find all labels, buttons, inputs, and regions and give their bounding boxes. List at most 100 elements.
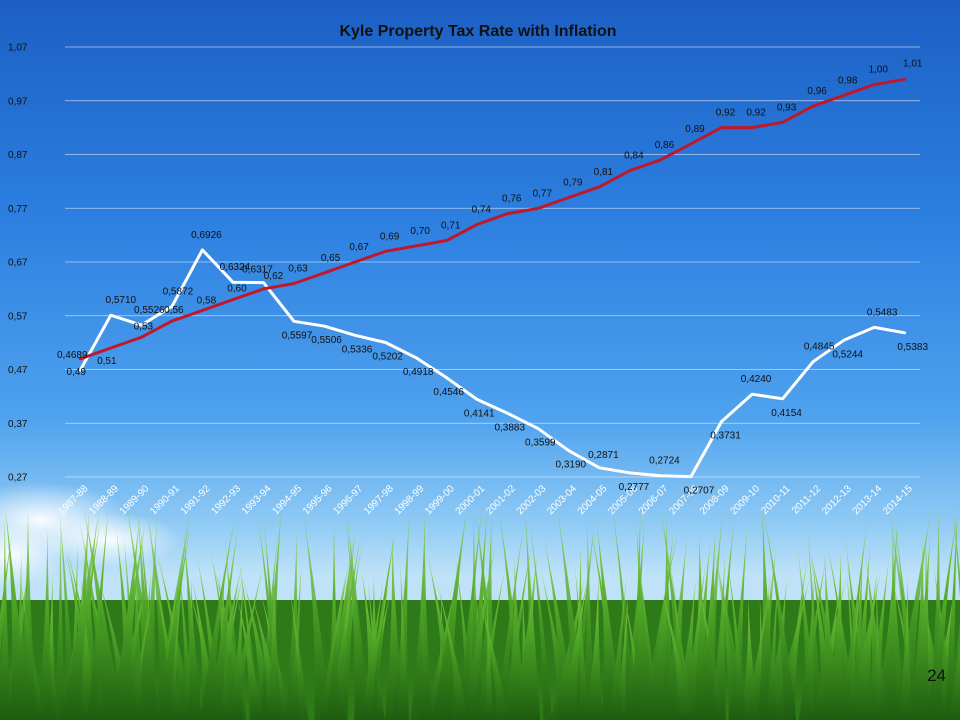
grass-blade <box>397 564 410 720</box>
data-point <box>414 356 418 359</box>
data-point <box>323 271 326 274</box>
data-label: 1,01 <box>903 58 923 69</box>
data-point <box>323 324 326 328</box>
data-point <box>872 83 876 86</box>
grass-blade <box>0 534 12 664</box>
grass-blade <box>109 522 146 720</box>
x-tick-label: 1992-93 <box>209 483 243 517</box>
data-point <box>262 287 265 291</box>
grass-blade <box>152 566 182 720</box>
data-point <box>109 346 113 350</box>
grass-blade <box>585 576 603 720</box>
data-label: 0,65 <box>321 253 341 264</box>
grass-blade <box>583 516 595 720</box>
data-point <box>201 309 204 312</box>
data-point <box>903 331 906 334</box>
grass-blade <box>290 592 309 720</box>
grass-blade <box>944 505 958 720</box>
data-label: 0,71 <box>441 221 461 232</box>
data-point <box>689 475 693 478</box>
x-tick-label: 2013-14 <box>851 483 885 517</box>
data-label: 0,98 <box>838 75 858 86</box>
data-point <box>109 314 113 317</box>
grass <box>0 505 960 720</box>
data-label: 0,89 <box>685 124 705 135</box>
data-point <box>628 169 632 172</box>
data-label: 0,69 <box>380 231 400 242</box>
grass-blade <box>808 546 845 720</box>
grass-blade <box>878 516 898 720</box>
grass-blade <box>5 507 32 720</box>
y-tick-label: 0,77 <box>8 204 28 215</box>
data-label: 0,5202 <box>372 352 403 363</box>
data-label: 0,2777 <box>619 482 650 493</box>
x-tick-label: 2002-03 <box>515 483 549 517</box>
grass-blade <box>512 557 537 720</box>
y-axis: 0,27 0,37 0,47 0,57 0,67 0,77 0,87 0,97 1,07 <box>8 43 28 484</box>
x-tick-label: 1989-90 <box>118 483 152 517</box>
y-tick-label: 0,97 <box>8 96 28 107</box>
data-point <box>689 142 693 145</box>
data-point <box>659 474 662 477</box>
grass-blade <box>608 575 627 720</box>
grass-blade <box>410 512 433 720</box>
data-point <box>567 196 571 199</box>
data-label: 0,86 <box>655 140 675 151</box>
data-label-layer: 0,46890,57100,55260,58720,69260,63240,63… <box>57 58 928 496</box>
grass-blade <box>727 561 748 720</box>
data-label: 0,5597 <box>282 330 313 341</box>
data-label: 0,5336 <box>342 344 373 355</box>
data-label: 0,3190 <box>556 460 587 471</box>
data-label: 0,77 <box>533 188 553 199</box>
data-point <box>445 239 448 242</box>
data-label: 0,2724 <box>649 456 680 467</box>
y-tick-label: 1,07 <box>8 43 28 54</box>
grass-blade <box>228 566 264 720</box>
data-point <box>537 207 540 210</box>
series-red-line <box>78 77 907 361</box>
data-point <box>903 78 906 81</box>
data-label: 0,6317 <box>242 265 273 276</box>
grass-blade <box>466 507 488 720</box>
grass-blade <box>303 514 332 720</box>
data-point <box>201 248 204 252</box>
data-label: 1,00 <box>868 65 888 76</box>
x-tick-label: 2009-10 <box>728 483 762 517</box>
data-label: 0,5244 <box>832 349 863 360</box>
grass-blade <box>765 574 779 720</box>
data-label: 0,2871 <box>588 450 619 461</box>
data-label: 0,67 <box>349 242 369 253</box>
grass-blade <box>856 568 878 720</box>
data-point <box>170 319 174 323</box>
x-tick-label: 1993-94 <box>240 483 274 517</box>
grass-blade <box>319 571 347 720</box>
data-label: 0,4546 <box>433 387 464 398</box>
data-point <box>750 126 754 129</box>
data-label: 0,4845 <box>804 342 835 353</box>
y-tick-label: 0,57 <box>8 311 28 322</box>
data-point <box>842 339 845 342</box>
grass-blade <box>827 550 847 720</box>
grass-blade <box>345 519 368 720</box>
grass-blade <box>199 516 236 720</box>
data-label: 0,63 <box>288 264 308 275</box>
data-point <box>872 326 876 329</box>
data-point <box>598 466 601 470</box>
data-point <box>79 357 82 360</box>
data-point <box>567 449 571 452</box>
grass-blade <box>38 529 54 720</box>
data-label: 0,2707 <box>684 486 715 497</box>
x-tick-label: 1990-91 <box>148 483 182 517</box>
data-label: 0,76 <box>502 194 522 205</box>
data-label: 0,92 <box>716 108 736 119</box>
grass-blade <box>289 563 302 720</box>
data-point <box>750 393 754 396</box>
grass-blade <box>137 517 158 720</box>
data-point <box>659 158 662 162</box>
grass-blade <box>898 577 913 720</box>
grass-blade <box>696 515 723 720</box>
data-label: 0,4689 <box>57 350 88 361</box>
grass-blade <box>359 580 391 720</box>
data-label: 0,58 <box>197 295 217 306</box>
x-tick-label: 2000-01 <box>454 483 488 517</box>
